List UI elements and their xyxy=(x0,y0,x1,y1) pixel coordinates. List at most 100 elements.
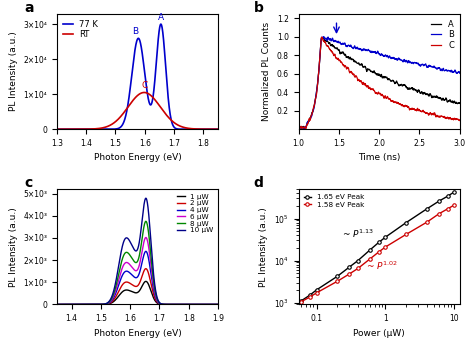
RT xyxy=(129,100,135,104)
10 μW xyxy=(132,248,138,253)
8 μW xyxy=(210,302,216,307)
1.58 eV Peak xyxy=(445,207,450,211)
Line: 77 K: 77 K xyxy=(51,24,227,129)
X-axis label: Photon Energy (eV): Photon Energy (eV) xyxy=(93,329,182,338)
Text: A: A xyxy=(158,12,164,21)
77 K xyxy=(134,40,139,44)
RT xyxy=(219,127,225,131)
Y-axis label: PL Intensity (a.u.): PL Intensity (a.u.) xyxy=(9,207,18,287)
1 μW xyxy=(62,302,68,307)
Line: 2 μW: 2 μW xyxy=(57,269,218,304)
RT xyxy=(141,90,147,94)
10 μW xyxy=(54,302,60,307)
RT xyxy=(187,126,192,130)
RT xyxy=(134,94,139,99)
1.65 eV Peak xyxy=(451,190,457,194)
8 μW xyxy=(132,260,138,264)
4 μW xyxy=(143,249,149,253)
C xyxy=(390,99,395,103)
A xyxy=(302,126,308,130)
A xyxy=(306,119,311,124)
77 K xyxy=(158,22,164,26)
2 μW xyxy=(210,302,216,307)
Text: ~ $\it{P}^{1.02}$: ~ $\it{P}^{1.02}$ xyxy=(366,260,398,272)
1.65 eV Peak xyxy=(436,199,442,203)
77 K xyxy=(224,127,230,131)
4 μW xyxy=(54,302,60,307)
10 μW xyxy=(210,302,216,307)
2 μW xyxy=(215,302,221,307)
1 μW xyxy=(181,302,187,307)
10 μW xyxy=(215,302,221,307)
Line: 4 μW: 4 μW xyxy=(57,251,218,304)
Text: ~ $\it{P}^{1.13}$: ~ $\it{P}^{1.13}$ xyxy=(342,227,374,239)
6 μW xyxy=(210,302,216,307)
8 μW xyxy=(181,302,187,307)
B xyxy=(435,66,441,71)
1.65 eV Peak xyxy=(403,220,409,225)
B xyxy=(321,35,327,39)
1.58 eV Peak xyxy=(436,212,442,216)
X-axis label: Power (μW): Power (μW) xyxy=(353,329,405,338)
1.65 eV Peak xyxy=(383,235,388,239)
2 μW xyxy=(54,302,60,307)
6 μW xyxy=(54,302,60,307)
Line: B: B xyxy=(299,37,460,128)
1.58 eV Peak xyxy=(307,295,313,299)
Line: C: C xyxy=(299,37,460,129)
B xyxy=(297,126,303,130)
4 μW xyxy=(132,275,138,280)
4 μW xyxy=(215,302,221,307)
Text: B: B xyxy=(132,27,138,36)
10 μW xyxy=(181,302,187,307)
1.65 eV Peak xyxy=(376,240,382,245)
8 μW xyxy=(62,302,68,307)
2 μW xyxy=(62,302,68,307)
Line: 1 μW: 1 μW xyxy=(57,281,218,304)
Legend: 1 μW, 2 μW, 4 μW, 6 μW, 8 μW, 10 μW: 1 μW, 2 μW, 4 μW, 6 μW, 8 μW, 10 μW xyxy=(177,193,214,234)
1 μW xyxy=(128,289,134,293)
1.58 eV Peak xyxy=(383,245,388,249)
1.65 eV Peak xyxy=(307,293,313,297)
4 μW xyxy=(128,272,134,276)
1.65 eV Peak xyxy=(298,299,304,303)
Line: A: A xyxy=(299,37,460,128)
1 μW xyxy=(210,302,216,307)
C xyxy=(302,127,308,131)
4 μW xyxy=(210,302,216,307)
1 μW xyxy=(54,302,60,307)
B xyxy=(399,58,404,62)
A xyxy=(399,83,404,87)
A xyxy=(394,80,400,84)
Text: C: C xyxy=(141,81,147,90)
Legend: A, B, C: A, B, C xyxy=(430,18,456,52)
Text: d: d xyxy=(254,176,264,190)
1.58 eV Peak xyxy=(314,291,319,295)
2 μW xyxy=(181,302,187,307)
10 μW xyxy=(210,302,216,307)
X-axis label: Photon Energy (eV): Photon Energy (eV) xyxy=(93,154,182,163)
X-axis label: Time (ns): Time (ns) xyxy=(358,154,401,163)
Line: RT: RT xyxy=(51,92,227,129)
8 μW xyxy=(128,255,134,259)
A xyxy=(419,90,424,94)
1.58 eV Peak xyxy=(367,257,373,261)
A xyxy=(390,78,395,82)
RT xyxy=(48,127,54,131)
RT xyxy=(57,127,63,131)
RT xyxy=(219,127,225,131)
6 μW xyxy=(210,302,216,307)
1.58 eV Peak xyxy=(451,203,457,207)
B xyxy=(394,57,400,61)
1.65 eV Peak xyxy=(346,265,352,269)
C xyxy=(394,101,400,105)
A xyxy=(457,101,463,106)
Text: b: b xyxy=(254,1,264,15)
10 μW xyxy=(143,196,149,200)
C xyxy=(296,124,301,128)
77 K xyxy=(187,127,192,131)
Line: 6 μW: 6 μW xyxy=(57,237,218,304)
6 μW xyxy=(128,264,134,268)
8 μW xyxy=(210,302,216,307)
C xyxy=(319,35,325,39)
